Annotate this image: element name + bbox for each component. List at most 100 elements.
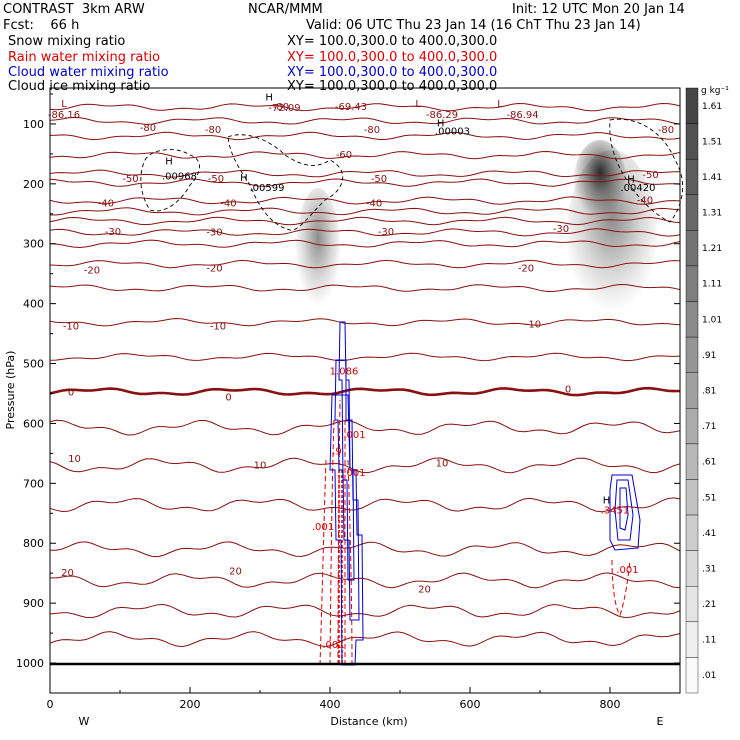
snow-plume-west xyxy=(296,188,340,312)
plot-frame xyxy=(49,87,681,694)
colorbar-segment xyxy=(685,443,699,480)
colorbar-segment xyxy=(685,372,699,409)
contour-label: -60 xyxy=(336,150,352,161)
field-cloudice-xy: XY= 100.0,300.0 to 400.0,300.0 xyxy=(287,79,498,94)
colorbar-segment xyxy=(685,550,699,587)
colorbar-label: .51 xyxy=(702,493,716,503)
extremum-marker: H xyxy=(265,93,273,104)
colorbar-label: 1.21 xyxy=(702,244,722,254)
colorbar-label: .81 xyxy=(702,387,716,397)
cloud-ice-contour-3 xyxy=(609,118,684,223)
snow-plume-east xyxy=(567,150,657,320)
contour-label: -10 xyxy=(210,321,226,332)
temperature-contour xyxy=(50,116,680,125)
colorbar-label: .11 xyxy=(702,636,716,646)
temperature-contour xyxy=(50,386,680,397)
colorbar-label: 1.41 xyxy=(702,173,722,183)
temperature-contour xyxy=(50,102,680,112)
y-tick-label: 200 xyxy=(23,178,44,191)
contour-label: -80 xyxy=(273,102,289,113)
colorbar-label: .41 xyxy=(702,529,716,539)
temperature-contour xyxy=(50,239,680,249)
colorbar-segment xyxy=(685,158,699,195)
colorbar-segment xyxy=(685,301,699,338)
temperature-contour xyxy=(50,169,680,178)
rain-contour-2 xyxy=(329,419,335,666)
cloud-ice-contour-2 xyxy=(227,134,344,231)
colorbar-label: 1.01 xyxy=(702,315,722,325)
y-tick-label: 700 xyxy=(23,477,44,490)
y-tick-label: 600 xyxy=(23,417,44,430)
contour-label: -80 xyxy=(658,125,674,136)
y-tick-label: 900 xyxy=(23,597,44,610)
field-cloudwater-name: Cloud water mixing ratio xyxy=(8,65,169,80)
colorbar-label: 1.51 xyxy=(702,137,722,147)
contour-label: -50 xyxy=(208,174,224,185)
contour-label: 0 xyxy=(565,384,571,395)
cloud-water-contours xyxy=(329,321,641,666)
cloud-water-contour-5 xyxy=(614,479,634,541)
colorbar-segment xyxy=(685,230,699,267)
valid-time: Valid: 06 UTC Thu 23 Jan 14 (16 ChT Thu … xyxy=(306,18,641,33)
temperature-contour xyxy=(50,419,680,436)
temperature-contour xyxy=(50,457,680,474)
field-snow-name: Snow mixing ratio xyxy=(8,34,126,49)
contour-label: -30 xyxy=(206,227,222,238)
temperature-contour xyxy=(50,497,680,513)
colorbar-label: .61 xyxy=(702,458,716,468)
temperature-contour xyxy=(50,283,680,293)
colorbar-segment xyxy=(685,586,699,623)
contour-label: -86.16 xyxy=(48,110,80,121)
contour-label: -20 xyxy=(206,263,222,274)
colorbar-segment xyxy=(685,657,699,694)
colorbar-label: .31 xyxy=(702,564,716,574)
model-title: CONTRAST 3km ARW xyxy=(3,2,145,17)
contour-label: -40 xyxy=(98,199,114,210)
colorbar-unit: g kg⁻¹ xyxy=(701,86,729,96)
y-tick-label: 1000 xyxy=(16,657,44,670)
contour-label: -40 xyxy=(220,199,236,210)
organization-label: NCAR/MMM xyxy=(248,2,323,17)
temperature-contour xyxy=(50,150,680,160)
colorbar-label: .21 xyxy=(702,600,716,610)
forecast-hour: Fcst: 66 h xyxy=(3,18,80,33)
field-rain-xy: XY= 100.0,300.0 to 400.0,300.0 xyxy=(287,50,498,65)
east-label: E xyxy=(657,715,664,728)
x-axis-title: Distance (km) xyxy=(330,715,407,728)
contour-label: .3451 xyxy=(601,505,630,516)
colorbar-label: .91 xyxy=(702,351,716,361)
contour-label: -40 xyxy=(366,199,382,210)
contour-label: .001 xyxy=(616,565,638,576)
colorbar-label: 1.31 xyxy=(702,209,722,219)
contour-label: -80 xyxy=(364,125,380,136)
colorbar-segment xyxy=(685,123,699,160)
cloud-ice-contour-1 xyxy=(140,149,200,212)
contour-label: -86.29 xyxy=(426,110,458,121)
extremum-marker: H xyxy=(165,157,173,168)
contour-label: -20 xyxy=(518,263,534,274)
contour-label: -69.43 xyxy=(335,102,367,113)
temperature-contour xyxy=(50,196,680,205)
y-tick-label: 100 xyxy=(23,118,44,131)
contour-label: 20 xyxy=(61,568,74,579)
contour-label: -30 xyxy=(105,227,121,238)
colorbar-segment xyxy=(685,621,699,658)
extremum-marker: L xyxy=(497,99,503,110)
contour-label: -10 xyxy=(525,320,541,331)
contour-label: -50 xyxy=(122,174,138,185)
colorbar-label: 1.11 xyxy=(702,280,722,290)
contour-label: -86.94 xyxy=(506,110,538,121)
temperature-contour xyxy=(50,259,680,269)
extremum-marker: L xyxy=(415,99,421,110)
contour-label: -30 xyxy=(378,227,394,238)
contour-label: .001 xyxy=(312,522,334,533)
field-snow-xy: XY= 100.0,300.0 to 400.0,300.0 xyxy=(287,34,498,49)
contour-label: 10 xyxy=(254,460,267,471)
contour-label: .9 xyxy=(332,447,342,458)
rain-contour-1 xyxy=(319,459,327,666)
contour-label: -30 xyxy=(553,224,569,235)
contour-label: -20 xyxy=(84,266,100,277)
contour-label: -50 xyxy=(371,174,387,185)
x-tick-label: 800 xyxy=(600,698,621,711)
